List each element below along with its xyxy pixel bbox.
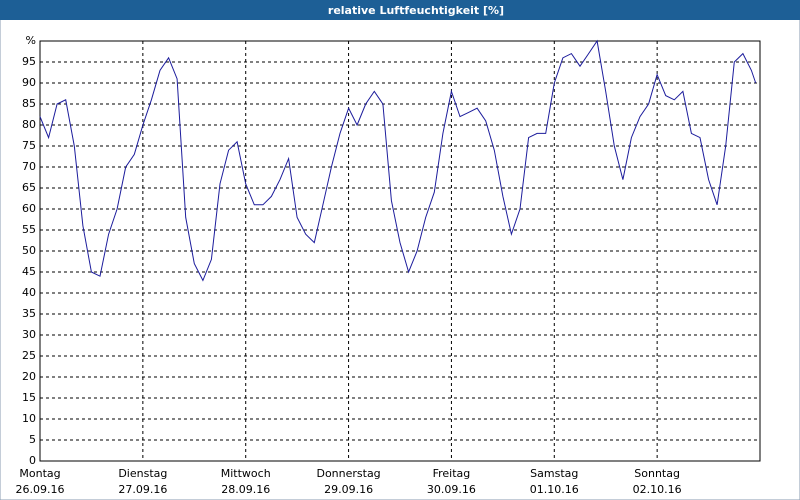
x-tick-label: Montag — [19, 467, 60, 480]
y-tick-label: 70 — [22, 160, 36, 173]
x-tick-label: Dienstag — [118, 467, 167, 480]
title-bar — [0, 0, 800, 20]
y-tick-label: 20 — [22, 370, 36, 383]
chart-title: relative Luftfeuchtigkeit [%] — [328, 4, 504, 17]
y-tick-label: 95 — [22, 55, 36, 68]
x-tick-label: Mittwoch — [221, 467, 271, 480]
x-tick-label: 01.10.16 — [530, 483, 579, 496]
plot-border — [39, 40, 761, 462]
y-tick-label: % — [26, 34, 36, 47]
data-line — [39, 39, 757, 282]
y-tick-label: 25 — [22, 349, 36, 362]
x-tick-label: Donnerstag — [316, 467, 380, 480]
y-tick-label: 80 — [22, 118, 36, 131]
y-tick-label: 0 — [29, 454, 36, 467]
y-tick-label: 65 — [22, 181, 36, 194]
x-tick-label: Samstag — [530, 467, 578, 480]
y-tick-label: 90 — [22, 76, 36, 89]
y-tick-label: 60 — [22, 202, 36, 215]
y-tick-label: 35 — [22, 307, 36, 320]
x-tick-label: 02.10.16 — [633, 483, 682, 496]
y-tick-label: 45 — [22, 265, 36, 278]
x-tick-label: 27.09.16 — [118, 483, 167, 496]
y-tick-label: 30 — [22, 328, 36, 341]
y-tick-label: 50 — [22, 244, 36, 257]
x-tick-label: 26.09.16 — [16, 483, 65, 496]
y-tick-label: 55 — [22, 223, 36, 236]
y-tick-label: 5 — [29, 433, 36, 446]
y-tick-label: 75 — [22, 139, 36, 152]
y-tick-label: 40 — [22, 286, 36, 299]
x-tick-label: Sonntag — [634, 467, 680, 480]
x-tick-label: 30.09.16 — [427, 483, 476, 496]
x-tick-label: 29.09.16 — [324, 483, 373, 496]
y-tick-label: 15 — [22, 391, 36, 404]
x-tick-label: Freitag — [433, 467, 471, 480]
y-tick-label: 10 — [22, 412, 36, 425]
y-tick-label: 85 — [22, 97, 36, 110]
x-tick-label: 28.09.16 — [221, 483, 270, 496]
